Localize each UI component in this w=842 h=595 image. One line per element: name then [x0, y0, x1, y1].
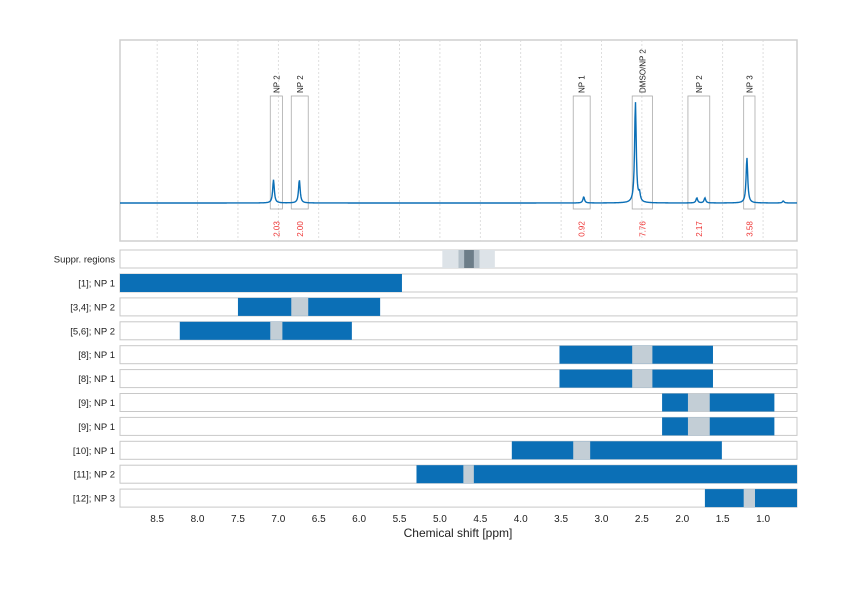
integral-value: 2.03 — [272, 221, 281, 237]
x-axis: 8.5 8.0 7.5 7.0 6.5 6.0 5.5 5.0 4.5 4.0 3.5 3.0 2.5 2… — [150, 514, 770, 525]
track-label: [9]; NP 1 — [78, 398, 115, 409]
track-bar — [416, 465, 797, 484]
spectrum-line — [120, 102, 797, 204]
x-tick-label: 3.0 — [595, 514, 609, 525]
region-label: NP 2 — [296, 75, 305, 93]
track-label: [8]; NP 1 — [78, 350, 115, 361]
integral-value: 2.17 — [695, 221, 704, 237]
x-tick-label: 6.0 — [352, 514, 366, 525]
integration-region-box — [687, 95, 711, 210]
track-label: [9]; NP 1 — [78, 422, 115, 433]
track-label: [5,6]; NP 2 — [70, 326, 115, 337]
track-gap — [573, 441, 591, 460]
x-axis-label: Chemical shift [ppm] — [404, 526, 513, 540]
region-label: NP 3 — [745, 75, 754, 93]
track-gap — [270, 321, 283, 340]
x-tick-label: 8.5 — [150, 514, 164, 525]
x-tick-label: 2.5 — [635, 514, 649, 525]
integral-value: 7.76 — [638, 221, 647, 237]
track-gap — [463, 465, 474, 484]
x-tick-label: 3.5 — [554, 514, 568, 525]
tracks-panel: Suppr. regions [1]; NP 1 [3,4]; NP 2 [5,6];… — [54, 249, 798, 508]
track-bar — [662, 417, 775, 436]
x-tick-label: 5.5 — [393, 514, 407, 525]
region-label: NP 2 — [695, 75, 704, 93]
region-label: DMSO/NP 2 — [638, 49, 647, 93]
track-frame — [119, 416, 798, 436]
track-label: [8]; NP 1 — [78, 374, 115, 385]
track-gap — [743, 489, 755, 508]
track-gap — [632, 345, 653, 364]
track-gap — [291, 297, 309, 316]
track-gap — [687, 417, 710, 436]
x-tick-label: 5.0 — [433, 514, 447, 525]
integration-region-box — [631, 95, 653, 210]
integration-region-box — [743, 95, 756, 210]
integral-value: 0.92 — [578, 221, 587, 237]
track-frame — [119, 393, 798, 412]
region-label: NP 1 — [578, 75, 587, 93]
x-tick-label: 1.0 — [756, 514, 770, 525]
x-tick-label: 6.5 — [312, 514, 326, 525]
track-bar — [179, 321, 352, 340]
track-gap — [632, 369, 653, 388]
x-tick-label: 4.0 — [514, 514, 528, 525]
integral-value: 3.58 — [745, 221, 754, 237]
x-tick-label: 2.0 — [675, 514, 689, 525]
integration-region-box — [290, 95, 309, 210]
integral-value: 2.00 — [296, 221, 305, 237]
track-frame — [119, 488, 798, 508]
integration-region-box — [572, 95, 591, 210]
spectrum-panel: NP 2 2.03 NP 2 2.00 NP 1 0.92 DMSO/NP 2 7.76 NP … — [119, 39, 798, 242]
track-frame — [119, 297, 798, 317]
x-tick-label: 1.5 — [716, 514, 730, 525]
track-label: [12]; NP 3 — [73, 494, 115, 505]
x-tick-label: 7.0 — [271, 514, 285, 525]
track-bar — [237, 297, 381, 316]
track-gap — [687, 393, 710, 412]
x-tick-label: 4.5 — [473, 514, 487, 525]
track-label: [11]; NP 2 — [74, 470, 115, 481]
region-label: NP 2 — [272, 75, 281, 93]
track-label: [3,4]; NP 2 — [70, 302, 115, 313]
track-bar — [662, 393, 775, 412]
track-bar — [511, 441, 722, 460]
suppressed-region-inner — [464, 250, 474, 268]
track-label: Suppr. regions — [54, 255, 116, 266]
x-tick-label: 7.5 — [231, 514, 245, 525]
spectrum-frame — [119, 39, 798, 242]
track-label: [10]; NP 1 — [73, 446, 115, 457]
integration-region-box — [269, 95, 283, 210]
track-bar — [120, 274, 402, 292]
x-tick-label: 8.0 — [191, 514, 205, 525]
track-label: [1]; NP 1 — [78, 279, 115, 290]
